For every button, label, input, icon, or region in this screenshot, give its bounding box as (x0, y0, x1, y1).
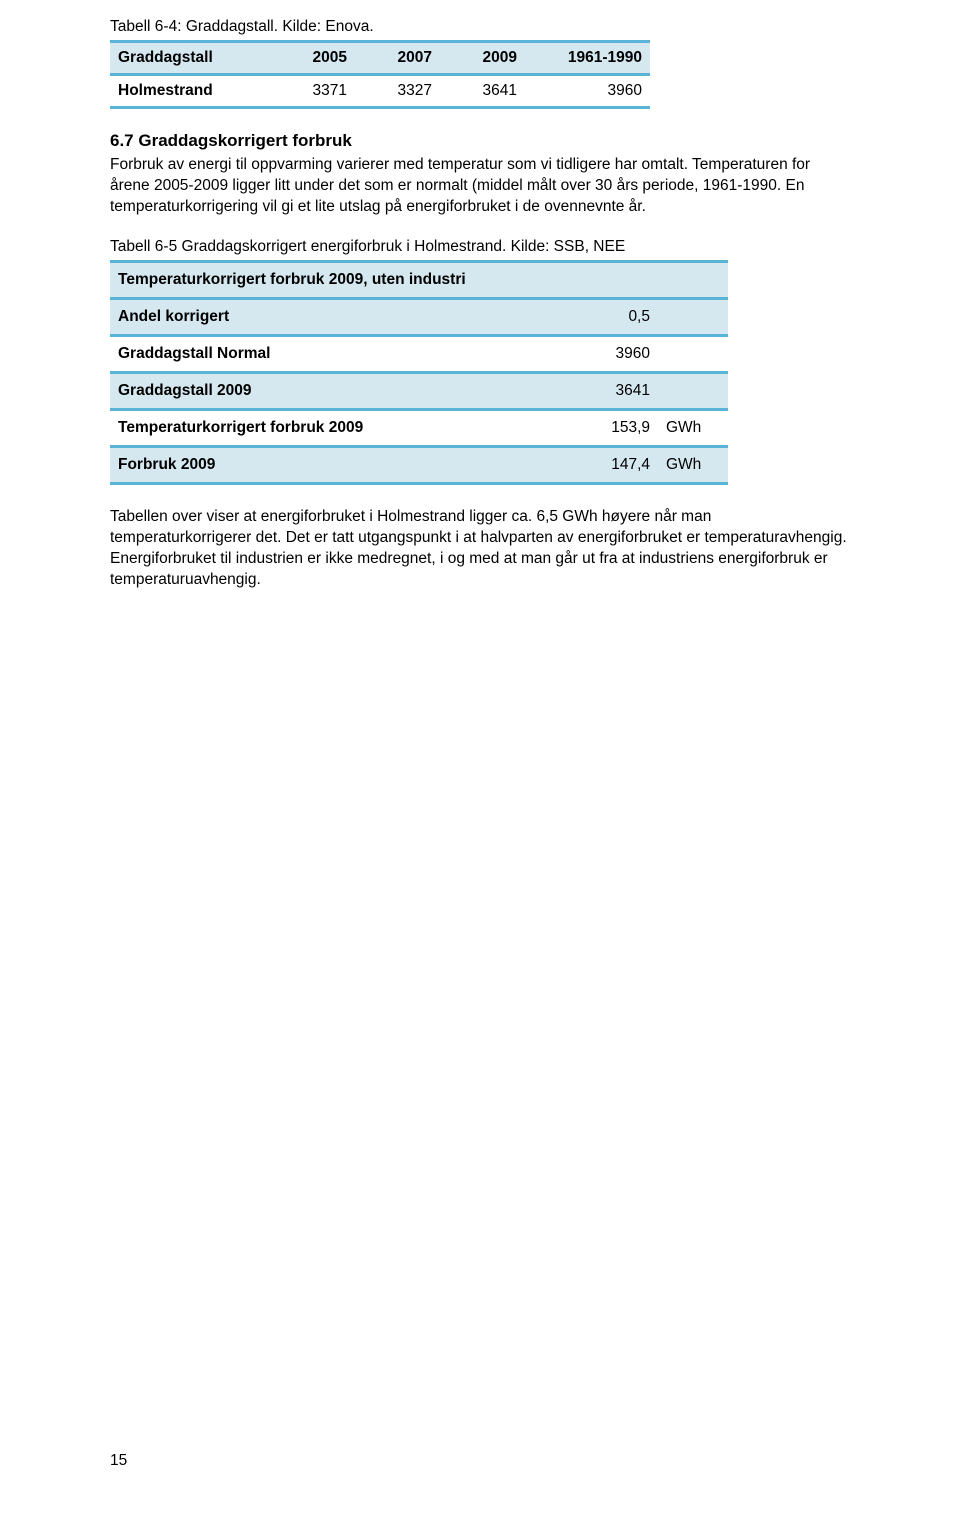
t2r1-unit (658, 335, 728, 372)
table2-title-blank1 (540, 261, 658, 298)
table1-caption: Tabell 6-4: Graddagstall. Kilde: Enova. (110, 18, 850, 36)
t2r1-label: Graddagstall Normal (110, 335, 540, 372)
table1-h4: 1961-1990 (525, 42, 650, 75)
section-para2: Tabellen over viser at energiforbruket i… (110, 507, 850, 591)
t2r3-value: 153,9 (540, 409, 658, 446)
t2r3-unit: GWh (658, 409, 728, 446)
t2r2-label: Graddagstall 2009 (110, 372, 540, 409)
table2-caption: Tabell 6-5 Graddagskorrigert energiforbr… (110, 238, 850, 256)
table1-v1: 3327 (355, 75, 440, 108)
table1-h3: 2009 (440, 42, 525, 75)
table1-row-label: Holmestrand (110, 75, 270, 108)
section-heading: 6.7 Graddagskorrigert forbruk (110, 131, 850, 151)
table2-row-3: Temperaturkorrigert forbruk 2009 153,9 G… (110, 409, 728, 446)
table2-row-4: Forbruk 2009 147,4 GWh (110, 446, 728, 483)
t2r4-value: 147,4 (540, 446, 658, 483)
t2r4-unit: GWh (658, 446, 728, 483)
t2r0-label: Andel korrigert (110, 298, 540, 335)
table1-header-row: Graddagstall 2005 2007 2009 1961-1990 (110, 42, 650, 75)
table1-h0: Graddagstall (110, 42, 270, 75)
table1-data-row: Holmestrand 3371 3327 3641 3960 (110, 75, 650, 108)
t2r4-label: Forbruk 2009 (110, 446, 540, 483)
t2r0-unit (658, 298, 728, 335)
table1-h2: 2007 (355, 42, 440, 75)
table2-row-1: Graddagstall Normal 3960 (110, 335, 728, 372)
table2-row-2: Graddagstall 2009 3641 (110, 372, 728, 409)
t2r3-label: Temperaturkorrigert forbruk 2009 (110, 409, 540, 446)
temperaturkorrigert-table: Temperaturkorrigert forbruk 2009, uten i… (110, 260, 728, 485)
t2r1-value: 3960 (540, 335, 658, 372)
table1-h1: 2005 (270, 42, 355, 75)
table2-row-0: Andel korrigert 0,5 (110, 298, 728, 335)
table1-v0: 3371 (270, 75, 355, 108)
table2-title: Temperaturkorrigert forbruk 2009, uten i… (110, 261, 540, 298)
t2r2-unit (658, 372, 728, 409)
table2-title-row: Temperaturkorrigert forbruk 2009, uten i… (110, 261, 728, 298)
graddagstall-table: Graddagstall 2005 2007 2009 1961-1990 Ho… (110, 40, 650, 109)
table1-v3: 3960 (525, 75, 650, 108)
section-para1: Forbruk av energi til oppvarming variere… (110, 155, 850, 218)
page-number: 15 (110, 1452, 127, 1470)
t2r0-value: 0,5 (540, 298, 658, 335)
table2-title-blank2 (658, 261, 728, 298)
t2r2-value: 3641 (540, 372, 658, 409)
table1-v2: 3641 (440, 75, 525, 108)
